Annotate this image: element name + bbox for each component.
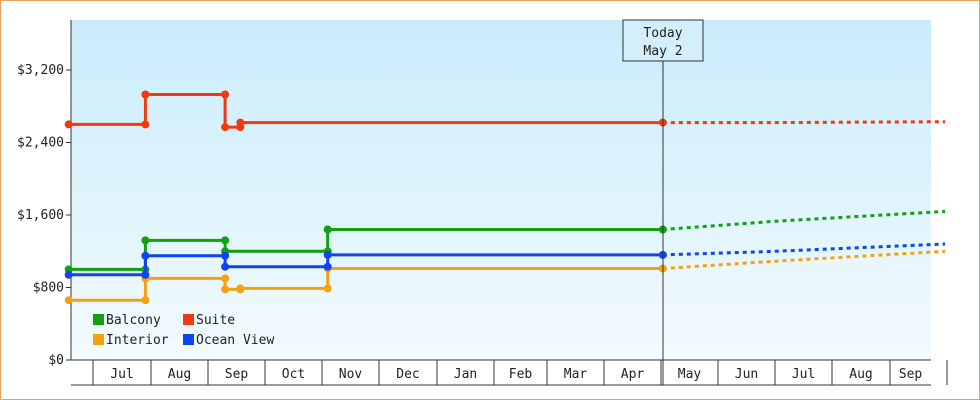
y-tick-label: $2,400 [17,136,64,151]
x-tick-label: Aug [849,367,872,382]
x-tick-label: Jul [110,367,133,382]
data-point-balcony [323,225,332,234]
data-point-interior [236,284,245,293]
data-point-ocean-view [221,251,230,260]
data-point-suite [64,120,73,129]
data-point-suite [141,120,150,129]
legend-label-ocean-view: Ocean View [196,333,274,348]
forecast-line-balcony [662,209,946,231]
data-point-ocean-view [141,270,150,279]
series-line-interior [68,267,663,302]
x-tick-label: Feb [509,367,533,382]
x-tick-label: Aug [168,367,191,382]
data-point-interior [64,296,73,305]
x-tick-label: Dec [396,367,419,382]
x-tick-label: Apr [621,367,645,382]
legend-label-interior: Interior [106,333,169,348]
x-tick-label: Mar [564,367,588,382]
legend: Balcony Suite Interior Ocean View [93,313,274,348]
data-point-suite [221,123,230,132]
data-point-balcony [221,236,230,245]
x-tick-label: Jul [792,367,815,382]
data-point-interior [141,296,150,305]
legend-swatch-balcony [93,314,104,325]
data-point-interior [221,274,230,283]
x-tick-label: Sep [225,367,249,382]
data-point-suite [221,90,230,99]
y-tick-label: $3,200 [17,63,64,78]
plot-area [71,20,931,360]
data-point-ocean-view [64,270,73,279]
data-point-ocean-view [221,262,230,271]
data-point-suite [141,90,150,99]
forecast-line-suite [662,120,946,125]
today-box [622,19,704,62]
today-label: Today [643,26,682,41]
data-point-suite [236,118,245,127]
y-tick-label: $800 [33,281,64,296]
y-tick-label: $1,600 [17,208,64,223]
x-tick-label: Jun [735,367,758,382]
x-tick-label: Sep [899,367,923,382]
legend-swatch-ocean-view [183,334,194,345]
y-tick-label: $0 [48,353,64,368]
x-tick-label: May [678,367,702,382]
data-point-balcony [141,236,150,245]
x-axis-ticks: Jul Aug Sep Oct Nov Dec Jan Feb Mar Apr May Jun Jul A… [92,360,948,385]
forecast-line-ocean-view [662,242,946,257]
x-tick-label: Jan [454,367,477,382]
data-point-ocean-view [141,251,150,260]
legend-label-suite: Suite [196,313,235,328]
data-point-interior [323,284,332,293]
forecast-line-interior [662,249,946,270]
legend-swatch-interior [93,334,104,345]
y-axis-ticks: $0 $800 $1,600 $2,400 $3,200 [17,63,71,368]
legend-label-balcony: Balcony [106,313,161,328]
series-layer [64,90,946,305]
data-point-ocean-view [323,262,332,271]
data-point-interior [221,285,230,294]
today-label: May 2 [643,44,682,59]
x-tick-label: Oct [282,367,305,382]
today-marker: Today May 2 [622,19,704,385]
data-point-ocean-view [323,250,332,259]
x-tick-label: Nov [339,367,363,382]
legend-swatch-suite [183,314,194,325]
